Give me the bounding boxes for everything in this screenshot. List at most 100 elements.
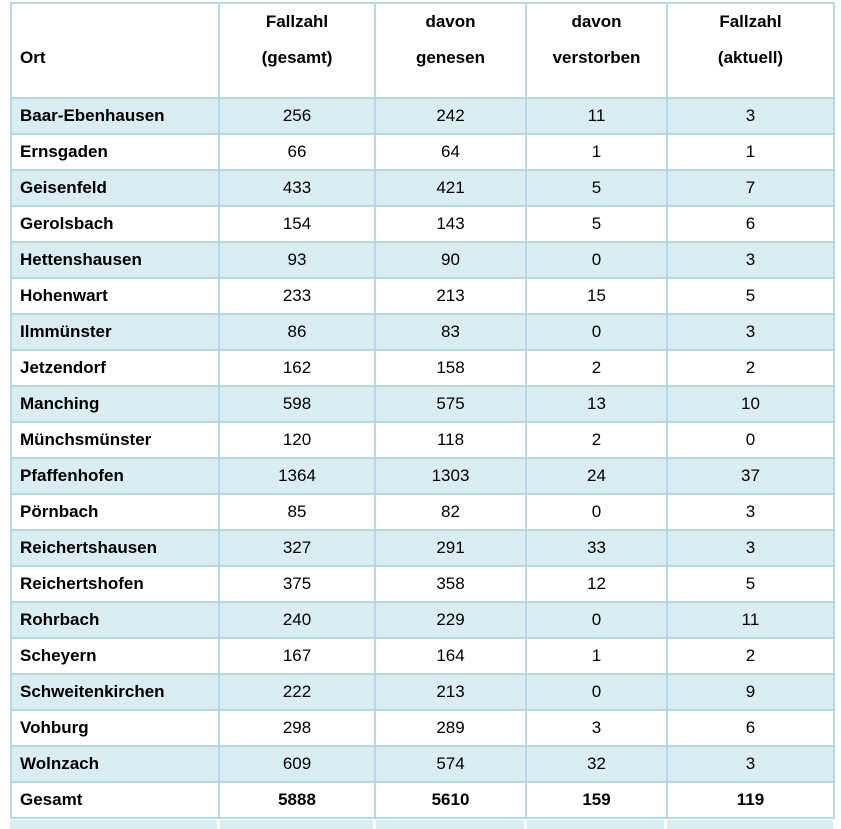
covid-cases-table: Ort Fallzahl (gesamt) davon genesen davo…: [10, 2, 835, 819]
table-row: Pfaffenhofen 1364 1303 24 37: [10, 457, 835, 495]
cell-davon-genesen: 83: [374, 313, 527, 351]
cell-ort: Reichertshausen: [10, 529, 220, 567]
cell-fallzahl-gesamt: 1364: [218, 457, 376, 495]
header-cell-fallzahl-gesamt: Fallzahl (gesamt): [218, 2, 376, 99]
header-label-aktuell: (aktuell): [717, 48, 784, 67]
cell-davon-verstorben: 32: [525, 745, 668, 783]
table-row: Münchsmünster 120 118 2 0: [10, 421, 835, 459]
cell-fallzahl-gesamt: 222: [218, 673, 376, 711]
cell-ort: Geisenfeld: [10, 169, 220, 207]
cell-davon-genesen: 213: [374, 277, 527, 315]
cell-ort: Pfaffenhofen: [10, 457, 220, 495]
header-label-davon-2: davon: [571, 12, 622, 31]
cell-fallzahl-gesamt: 233: [218, 277, 376, 315]
cell-fallzahl-gesamt: 375: [218, 565, 376, 603]
cell-davon-genesen: 575: [374, 385, 527, 423]
cell-davon-verstorben: 0: [525, 673, 668, 711]
cell-davon-verstorben: 11: [525, 97, 668, 135]
cell-ort: Baar-Ebenhausen: [10, 97, 220, 135]
cell-fallzahl-aktuell: 7: [666, 169, 835, 207]
cell-fallzahl-aktuell: 37: [666, 457, 835, 495]
cell-davon-genesen: 64: [374, 133, 527, 171]
column-border-gap: [373, 820, 376, 829]
table-row: Hohenwart 233 213 15 5: [10, 277, 835, 315]
cell-davon-genesen: 358: [374, 565, 527, 603]
cell-ort: Hettenshausen: [10, 241, 220, 279]
table-row: Pörnbach 85 82 0 3: [10, 493, 835, 531]
next-row-sliver: [10, 820, 833, 829]
table-row: Manching 598 575 13 10: [10, 385, 835, 423]
cell-davon-genesen: 229: [374, 601, 527, 639]
table-row: Hettenshausen 93 90 0 3: [10, 241, 835, 279]
cell-fallzahl-gesamt: 162: [218, 349, 376, 387]
cell-davon-verstorben: 0: [525, 493, 668, 531]
cell-davon-genesen: 574: [374, 745, 527, 783]
column-border-gap: [664, 820, 667, 829]
cell-fallzahl-aktuell: 5: [666, 277, 835, 315]
cell-fallzahl-aktuell: 6: [666, 205, 835, 243]
cell-davon-genesen: 82: [374, 493, 527, 531]
cell-fallzahl-gesamt: 93: [218, 241, 376, 279]
total-cell-davon-verstorben: 159: [525, 781, 668, 819]
cell-fallzahl-aktuell: 3: [666, 529, 835, 567]
cell-ort: Münchsmünster: [10, 421, 220, 459]
header-cell-davon-genesen: davon genesen: [374, 2, 527, 99]
cell-fallzahl-aktuell: 3: [666, 241, 835, 279]
table-row: Reichertshausen 327 291 33 3: [10, 529, 835, 567]
cell-davon-verstorben: 5: [525, 205, 668, 243]
table-row: Wolnzach 609 574 32 3: [10, 745, 835, 783]
cell-ort: Wolnzach: [10, 745, 220, 783]
cell-ort: Schweitenkirchen: [10, 673, 220, 711]
cell-davon-genesen: 90: [374, 241, 527, 279]
cell-fallzahl-gesamt: 240: [218, 601, 376, 639]
cell-davon-verstorben: 2: [525, 349, 668, 387]
cell-davon-verstorben: 24: [525, 457, 668, 495]
cell-fallzahl-gesamt: 167: [218, 637, 376, 675]
cell-davon-genesen: 291: [374, 529, 527, 567]
table-row: Schweitenkirchen 222 213 0 9: [10, 673, 835, 711]
cell-ort: Reichertshofen: [10, 565, 220, 603]
cell-fallzahl-aktuell: 1: [666, 133, 835, 171]
header-label-fallzahl-2: Fallzahl: [719, 12, 782, 31]
cell-davon-genesen: 1303: [374, 457, 527, 495]
cell-davon-genesen: 158: [374, 349, 527, 387]
cell-davon-verstorben: 33: [525, 529, 668, 567]
cell-ort: Gerolsbach: [10, 205, 220, 243]
header-label-genesen: genesen: [416, 48, 485, 67]
table-row: Gerolsbach 154 143 5 6: [10, 205, 835, 243]
table-row: Ilmmünster 86 83 0 3: [10, 313, 835, 351]
cell-fallzahl-gesamt: 154: [218, 205, 376, 243]
table-row: Vohburg 298 289 3 6: [10, 709, 835, 747]
cell-fallzahl-aktuell: 2: [666, 349, 835, 387]
cell-davon-genesen: 164: [374, 637, 527, 675]
header-label-ort: Ort: [20, 48, 46, 67]
cell-ort: Scheyern: [10, 637, 220, 675]
cell-davon-verstorben: 3: [525, 709, 668, 747]
table-row: Rohrbach 240 229 0 11: [10, 601, 835, 639]
table-row: Jetzendorf 162 158 2 2: [10, 349, 835, 387]
cell-davon-verstorben: 12: [525, 565, 668, 603]
cell-fallzahl-aktuell: 5: [666, 565, 835, 603]
total-cell-fallzahl-aktuell: 119: [666, 781, 835, 819]
cell-fallzahl-aktuell: 2: [666, 637, 835, 675]
cell-ort: Pörnbach: [10, 493, 220, 531]
cell-fallzahl-gesamt: 85: [218, 493, 376, 531]
cell-davon-verstorben: 0: [525, 601, 668, 639]
cell-ort: Ilmmünster: [10, 313, 220, 351]
cell-fallzahl-aktuell: 11: [666, 601, 835, 639]
cell-davon-genesen: 242: [374, 97, 527, 135]
cell-fallzahl-aktuell: 3: [666, 97, 835, 135]
cell-fallzahl-gesamt: 327: [218, 529, 376, 567]
cell-fallzahl-aktuell: 10: [666, 385, 835, 423]
cell-fallzahl-gesamt: 433: [218, 169, 376, 207]
cell-fallzahl-gesamt: 86: [218, 313, 376, 351]
table-row: Geisenfeld 433 421 5 7: [10, 169, 835, 207]
cell-ort: Manching: [10, 385, 220, 423]
cell-fallzahl-gesamt: 66: [218, 133, 376, 171]
cell-davon-verstorben: 0: [525, 241, 668, 279]
table-row: Ernsgaden 66 64 1 1: [10, 133, 835, 171]
header-cell-fallzahl-aktuell: Fallzahl (aktuell): [666, 2, 835, 99]
cell-ort: Ernsgaden: [10, 133, 220, 171]
cell-davon-genesen: 118: [374, 421, 527, 459]
